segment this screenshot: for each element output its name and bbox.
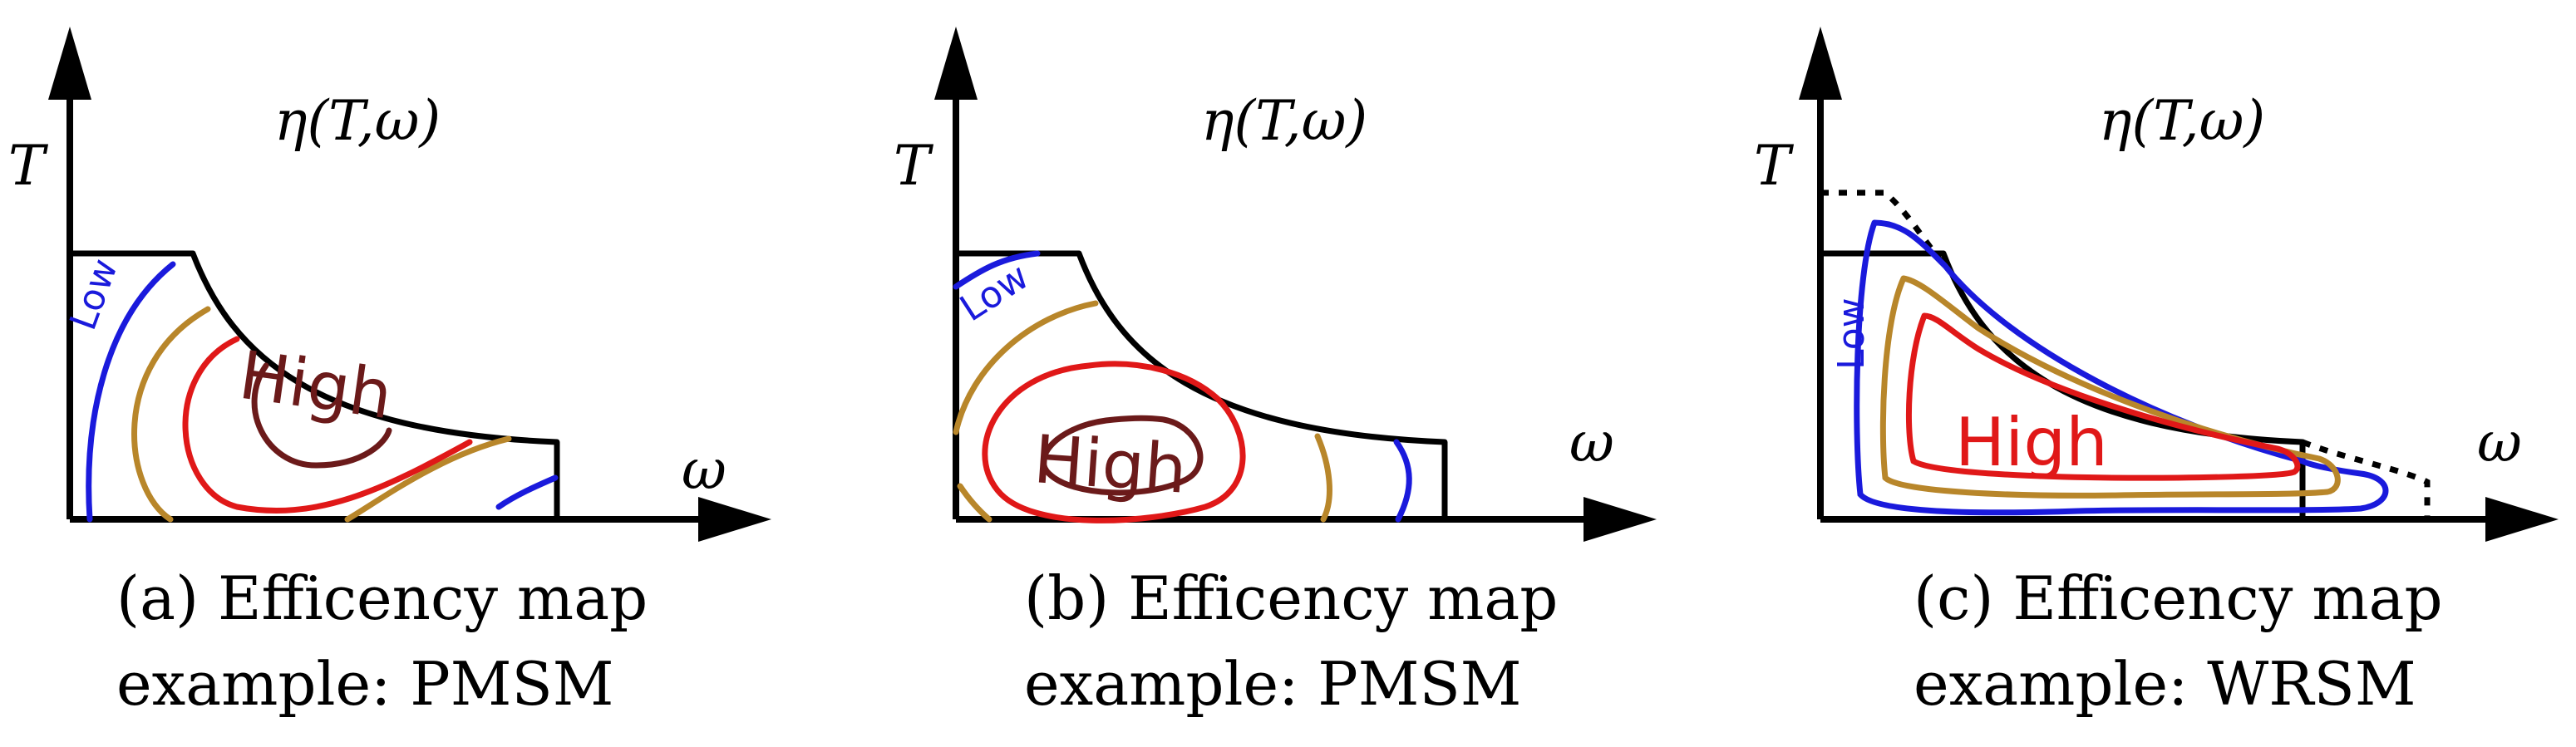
panel-a-caption-line2: example: PMSM — [116, 649, 614, 719]
panel-b-x-axis-label: ω — [1569, 410, 1614, 474]
panel-a-y-arrowhead — [48, 27, 91, 100]
panel-b-caption-line2: example: PMSM — [1024, 649, 1522, 719]
panel-a-x-arrowhead — [698, 497, 771, 542]
panel-b: η(T,ω) T ω Low High (b) Efficency map ex… — [894, 27, 1657, 719]
panel-b-y-arrowhead — [934, 27, 978, 100]
panel-b-mid-contour — [953, 300, 1332, 523]
panel-c-caption-line2: example: WRSM — [1914, 649, 2416, 719]
panel-b-y-axis-label: T — [894, 134, 934, 198]
panel-c-mid-contour — [1879, 275, 2341, 499]
panel-a-title: η(T,ω) — [274, 89, 441, 153]
panel-c-x-arrowhead — [2485, 497, 2559, 542]
panel-b-high-label: High — [1032, 420, 1189, 509]
panel-a: η(T,ω) T ω Low High (a) Efficency map ex… — [8, 27, 771, 719]
panel-a-caption-line1: (a) Efficency map — [116, 563, 648, 633]
panel-b-caption-line1: (b) Efficency map — [1024, 563, 1558, 633]
panel-a-peak-contour — [251, 362, 392, 469]
panel-a-high-contour — [182, 336, 473, 514]
panel-b-title: η(T,ω) — [1201, 89, 1367, 153]
panel-c-y-axis-label: T — [1754, 134, 1795, 198]
panel-b-low-contour — [953, 250, 1041, 290]
panel-c-x-axis-label: ω — [2477, 410, 2522, 474]
panel-a-low-contour-corner — [495, 474, 559, 510]
panel-b-region-boundary — [956, 250, 1448, 519]
panel-b-peak-contour — [1041, 415, 1204, 496]
panel-c-low-label: Low — [1830, 297, 1873, 370]
panel-a-mid-contour — [131, 306, 512, 523]
panel-b-x-arrowhead — [1584, 497, 1657, 542]
panel-a-low-contour — [86, 261, 176, 523]
panel-b-high-contour — [982, 361, 1246, 523]
panel-c: η(T,ω) T ω Low High (c) Efficency map ex… — [1754, 27, 2559, 719]
panel-c-low-contour — [1854, 219, 2389, 516]
panel-c-high-contour — [1905, 312, 2301, 481]
panel-a-x-axis-label: ω — [682, 438, 727, 502]
panel-a-region-boundary — [70, 250, 560, 519]
panel-b-low-label: Low — [953, 255, 1036, 330]
panel-c-high-label: High — [1955, 404, 2108, 481]
panel-b-low-contour-right — [1393, 439, 1412, 523]
panel-a-y-axis-label: T — [8, 134, 49, 198]
panel-c-y-arrowhead — [1799, 27, 1842, 100]
panel-c-caption-line1: (c) Efficency map — [1914, 563, 2443, 633]
panel-c-title: η(T,ω) — [2099, 89, 2265, 153]
